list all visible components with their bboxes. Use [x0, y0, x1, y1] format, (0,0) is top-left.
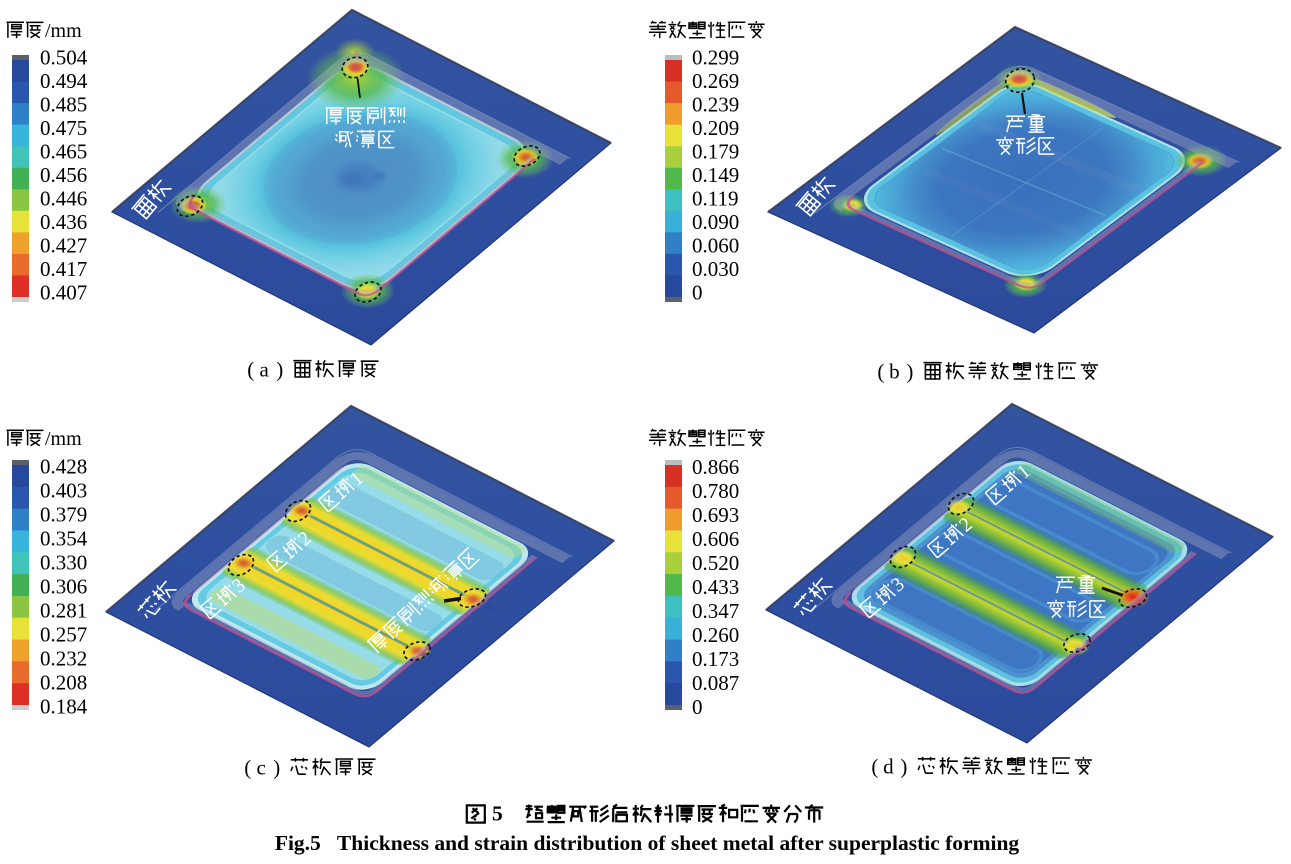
svg-text:/mm: /mm — [45, 20, 82, 42]
svg-text:): ) — [273, 756, 280, 780]
svg-text:0.257: 0.257 — [40, 623, 87, 647]
svg-text:d: d — [883, 755, 894, 779]
svg-text:(: ( — [877, 360, 884, 384]
svg-text:0.780: 0.780 — [692, 479, 739, 503]
svg-text:0.417: 0.417 — [40, 257, 87, 281]
svg-text:0.485: 0.485 — [40, 93, 87, 117]
svg-text:(: ( — [244, 756, 251, 780]
svg-text:0.494: 0.494 — [40, 69, 88, 93]
svg-text:0.260: 0.260 — [692, 623, 739, 647]
svg-text:0.330: 0.330 — [40, 551, 87, 575]
svg-text:/mm: /mm — [45, 428, 82, 450]
svg-text:0.354: 0.354 — [40, 527, 88, 551]
svg-text:c: c — [257, 756, 266, 780]
svg-text:0.347: 0.347 — [692, 599, 739, 623]
svg-text:0.407: 0.407 — [40, 281, 87, 305]
svg-text:a: a — [260, 358, 270, 382]
svg-text:0.504: 0.504 — [40, 46, 88, 70]
svg-text:0.465: 0.465 — [40, 140, 87, 164]
svg-text:0.379: 0.379 — [40, 503, 87, 527]
svg-text:0.427: 0.427 — [40, 234, 87, 258]
svg-text:0.119: 0.119 — [692, 187, 738, 211]
svg-text:): ) — [906, 360, 913, 384]
svg-text:0.173: 0.173 — [692, 647, 739, 671]
svg-text:0.184: 0.184 — [40, 695, 88, 719]
svg-text:0.208: 0.208 — [40, 671, 87, 695]
svg-text:0.606: 0.606 — [692, 527, 739, 551]
svg-text:0.299: 0.299 — [692, 46, 739, 70]
svg-text:0.232: 0.232 — [40, 647, 87, 671]
svg-text:0.693: 0.693 — [692, 503, 739, 527]
svg-text:0.403: 0.403 — [40, 479, 87, 503]
svg-text:0.428: 0.428 — [40, 455, 87, 479]
svg-text:0.269: 0.269 — [692, 69, 739, 93]
svg-text:0.520: 0.520 — [692, 551, 739, 575]
svg-text:0.087: 0.087 — [692, 671, 739, 695]
svg-text:0.456: 0.456 — [40, 163, 87, 187]
svg-text:0.866: 0.866 — [692, 455, 739, 479]
svg-text:0.030: 0.030 — [692, 257, 739, 281]
svg-text:): ) — [900, 755, 907, 779]
svg-text:0: 0 — [692, 695, 703, 719]
svg-text:(: ( — [871, 755, 878, 779]
svg-text:0.306: 0.306 — [40, 575, 87, 599]
svg-text:0.239: 0.239 — [692, 93, 739, 117]
svg-text:0.090: 0.090 — [692, 210, 739, 234]
svg-text:(: ( — [247, 358, 254, 382]
svg-text:0.209: 0.209 — [692, 116, 739, 140]
svg-text:0.433: 0.433 — [692, 575, 739, 599]
svg-text:0.475: 0.475 — [40, 116, 87, 140]
svg-text:Fig.5 Thickness and strain d: Fig.5 Thickness and strain distribution … — [275, 831, 1020, 855]
svg-text:b: b — [889, 360, 900, 384]
svg-text:): ) — [276, 358, 283, 382]
svg-text:0.436: 0.436 — [40, 210, 87, 234]
svg-text:0.281: 0.281 — [40, 599, 87, 623]
svg-text:0.179: 0.179 — [692, 140, 739, 164]
svg-text:0.149: 0.149 — [692, 163, 739, 187]
svg-text:0: 0 — [692, 281, 703, 305]
svg-text:5: 5 — [492, 802, 503, 826]
svg-text:0.446: 0.446 — [40, 187, 87, 211]
svg-text:0.060: 0.060 — [692, 234, 739, 258]
